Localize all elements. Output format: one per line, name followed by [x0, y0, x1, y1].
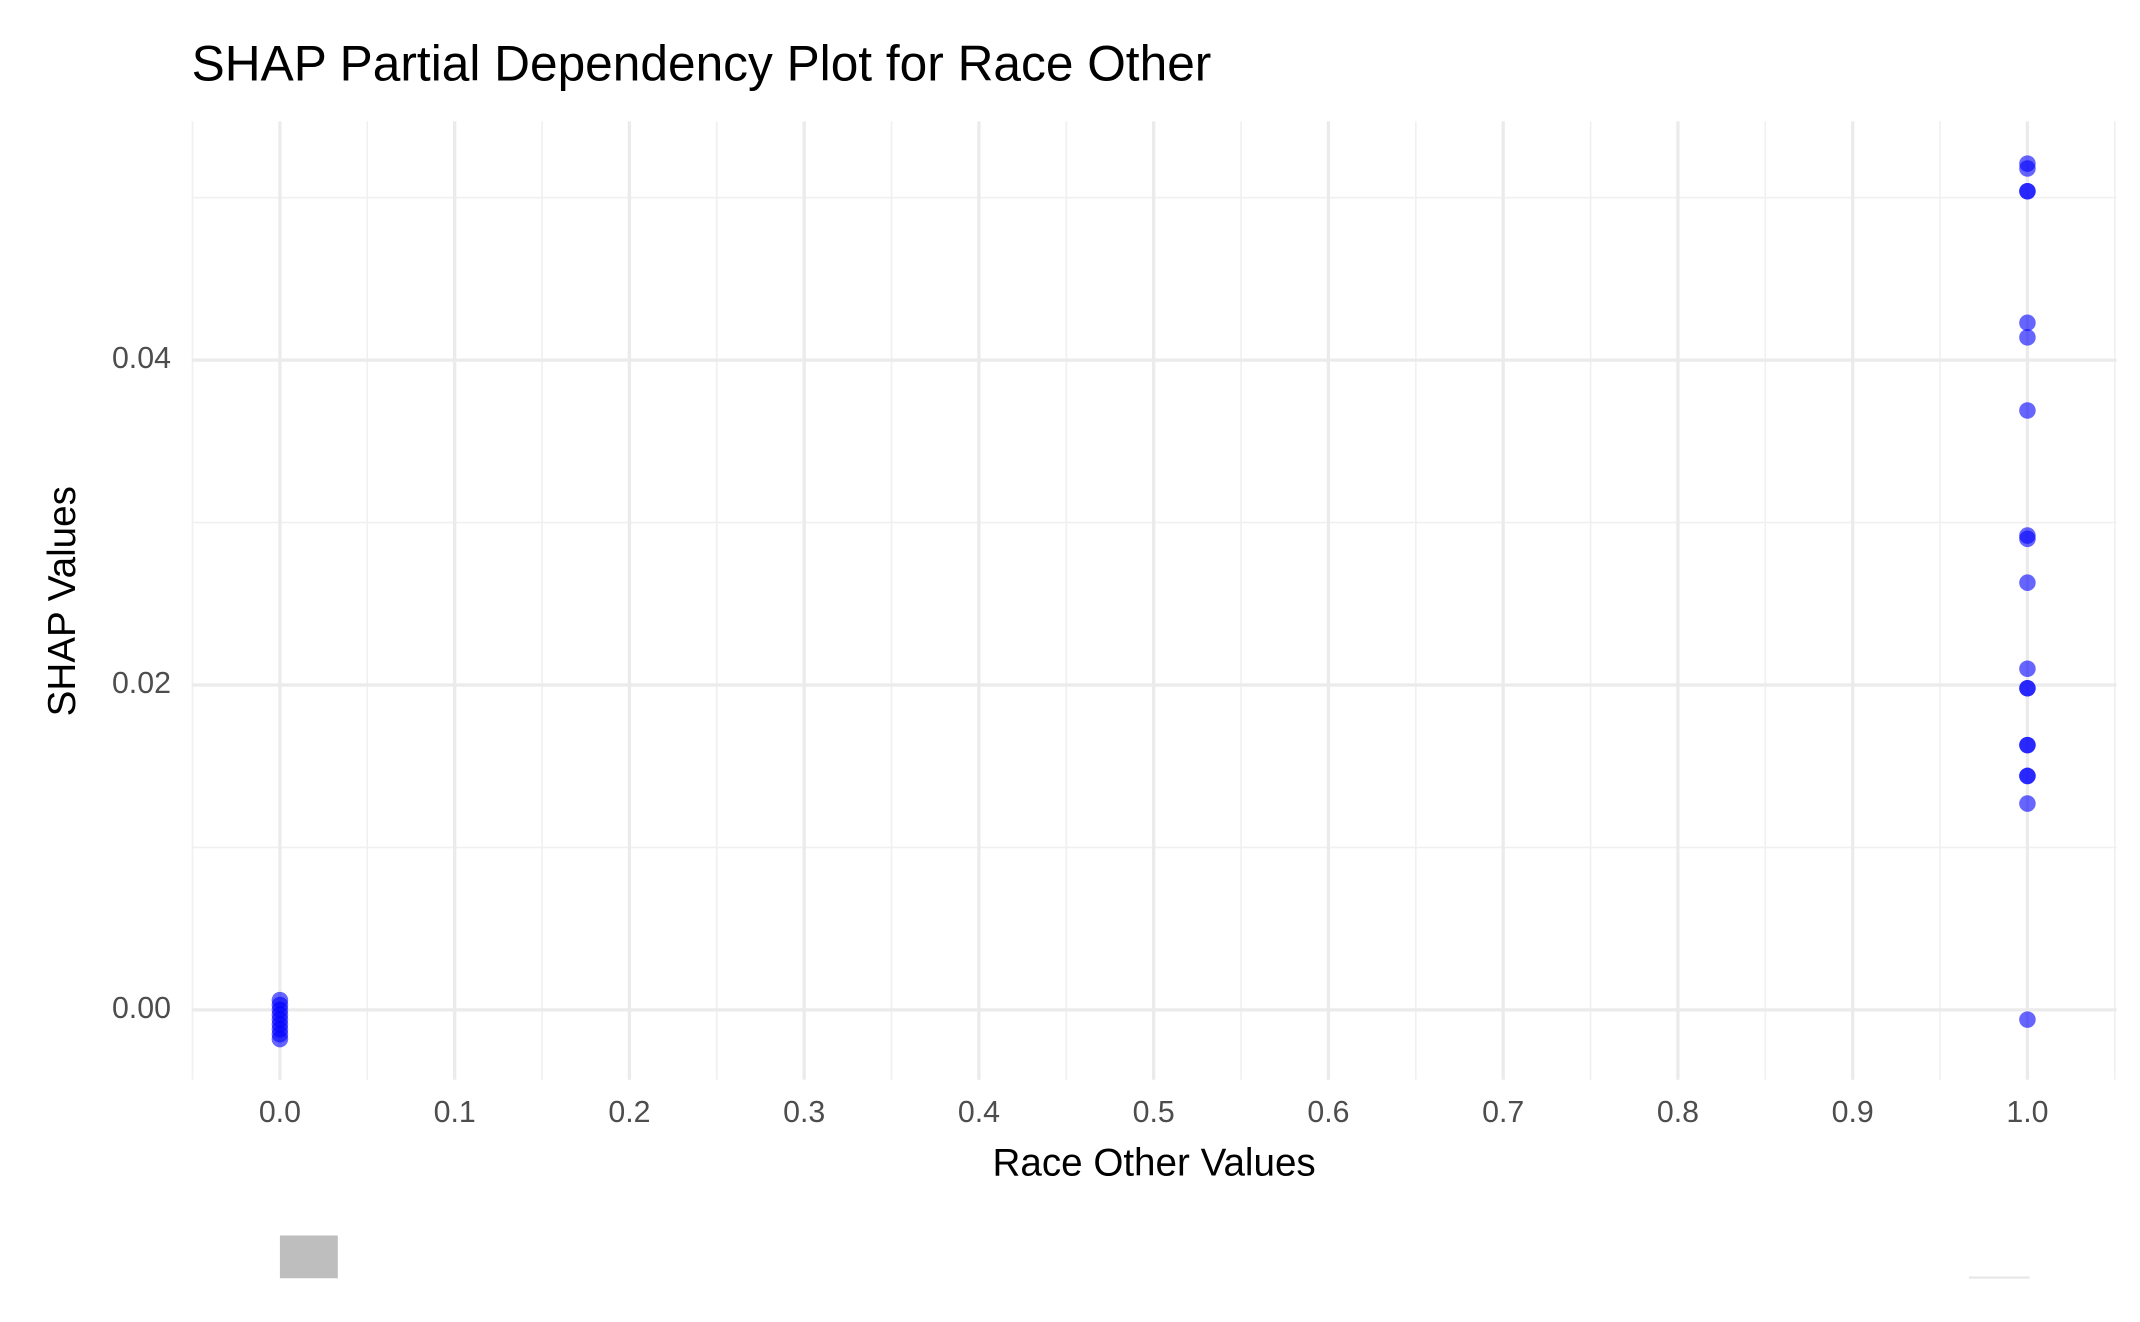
point [2019, 160, 2036, 177]
point [2019, 182, 2036, 200]
y-tick-label: 0.04 [112, 342, 171, 375]
x-tick-label: 0.0 [259, 1096, 301, 1129]
y-tick-label: 0.00 [112, 992, 171, 1025]
point [271, 1030, 289, 1048]
x-tick-label: 0.3 [783, 1096, 825, 1129]
x-tick-label: 1.0 [2006, 1096, 2048, 1129]
y-tick-label: 0.02 [112, 667, 171, 700]
point [2019, 767, 2036, 785]
point [2019, 660, 2036, 678]
x-tick-label: 0.4 [958, 1096, 1000, 1129]
point [2019, 795, 2036, 812]
x-tick-label: 0.9 [1832, 1096, 1874, 1129]
point [2019, 1011, 2036, 1028]
x-tick-label: 0.6 [1307, 1096, 1349, 1129]
x-tick-label: 0.8 [1657, 1096, 1699, 1129]
legend-key [279, 1235, 338, 1279]
x-tick-label: 0.7 [1482, 1096, 1524, 1129]
y-axis-label: SHAP Values [41, 486, 84, 716]
x-tick-label: 0.2 [608, 1096, 650, 1129]
point [2019, 574, 2036, 591]
x-tick-label: 0.1 [434, 1096, 476, 1129]
chart-title: SHAP Partial Dependency Plot for Race Ot… [192, 36, 1212, 92]
point [2019, 314, 2036, 332]
point [2019, 402, 2036, 419]
point [2019, 736, 2036, 754]
point [2019, 329, 2036, 346]
x-tick-label: 0.5 [1133, 1096, 1175, 1129]
point [2019, 530, 2036, 548]
x-axis-label: Race Other Values [993, 1141, 1316, 1184]
point [2019, 679, 2036, 697]
